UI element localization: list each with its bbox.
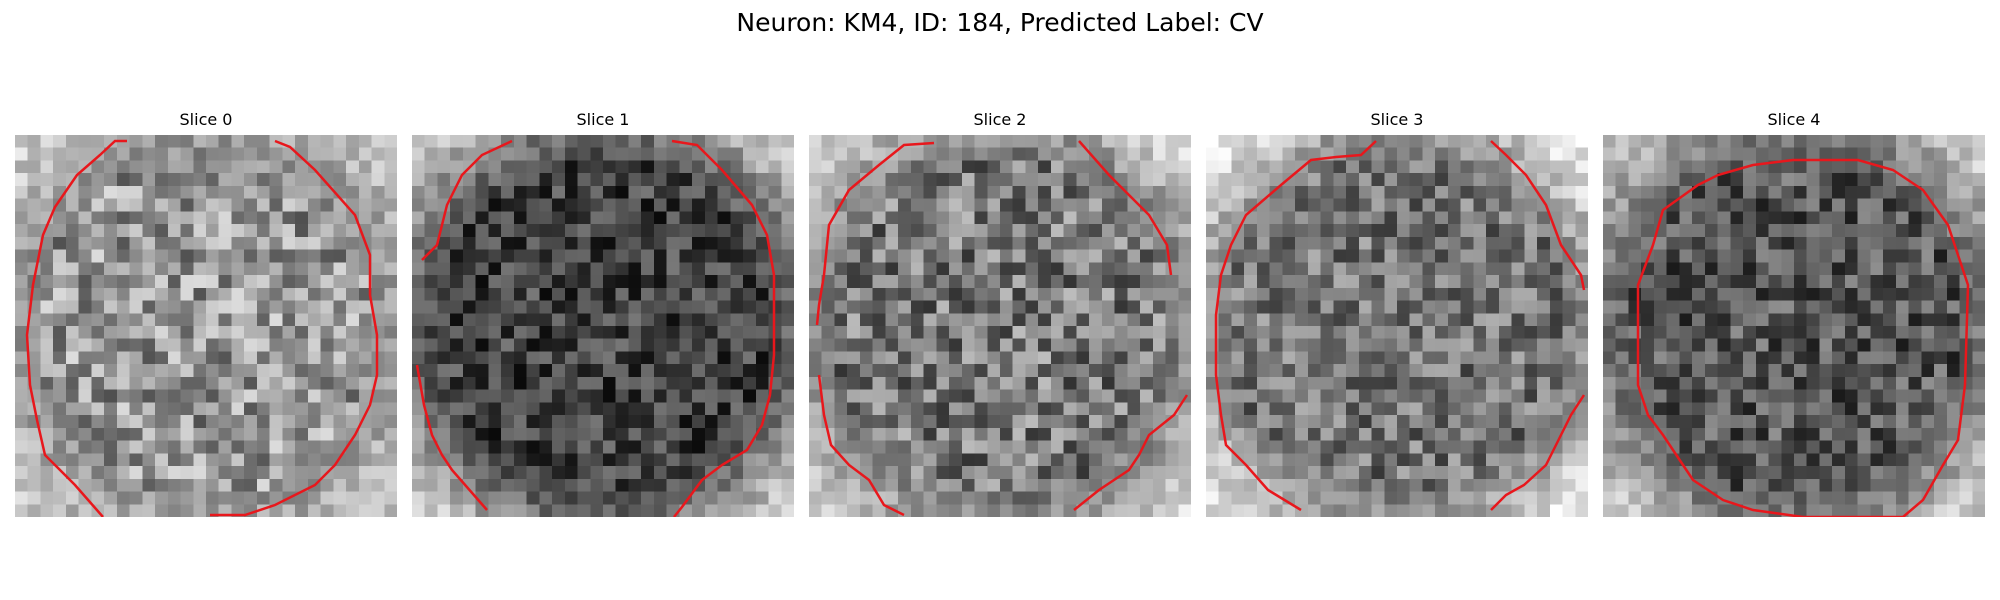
contour-overlay [415,139,776,517]
slice-image [1603,135,1985,517]
slice-title: Slice 2 [973,110,1027,129]
grayscale-image [412,135,794,517]
slice-title: Slice 4 [1767,110,1821,129]
contour-line [1073,394,1189,511]
slice-title: Slice 1 [576,110,630,129]
contour-overlay [1636,158,1970,517]
contour-overlay [1214,140,1586,512]
contour-overlay [815,140,1189,517]
contour-line [210,139,379,517]
contour-line [671,139,776,517]
grayscale-image [1206,135,1588,517]
contour-line [815,141,935,326]
contour-line [1490,394,1586,511]
grayscale-image [809,135,1191,517]
figure-title: Neuron: KM4, ID: 184, Predicted Label: C… [736,8,1264,37]
contour-line [415,364,488,511]
contour-line [1078,140,1173,276]
slice-title: Slice 3 [1370,110,1424,129]
contour-line [25,139,127,517]
contour-line [1636,158,1970,517]
slice-title: Slice 0 [179,110,233,129]
slice-image [809,135,1191,517]
slice-image [15,135,397,517]
grayscale-image [1603,135,1985,517]
contour-line [1490,140,1586,291]
slice-image [412,135,794,517]
contour-line [817,374,905,517]
contour-line [421,139,513,261]
slice-image [1206,135,1588,517]
contour-line [1214,140,1377,512]
grayscale-image [15,135,397,517]
contour-overlay [25,139,379,517]
